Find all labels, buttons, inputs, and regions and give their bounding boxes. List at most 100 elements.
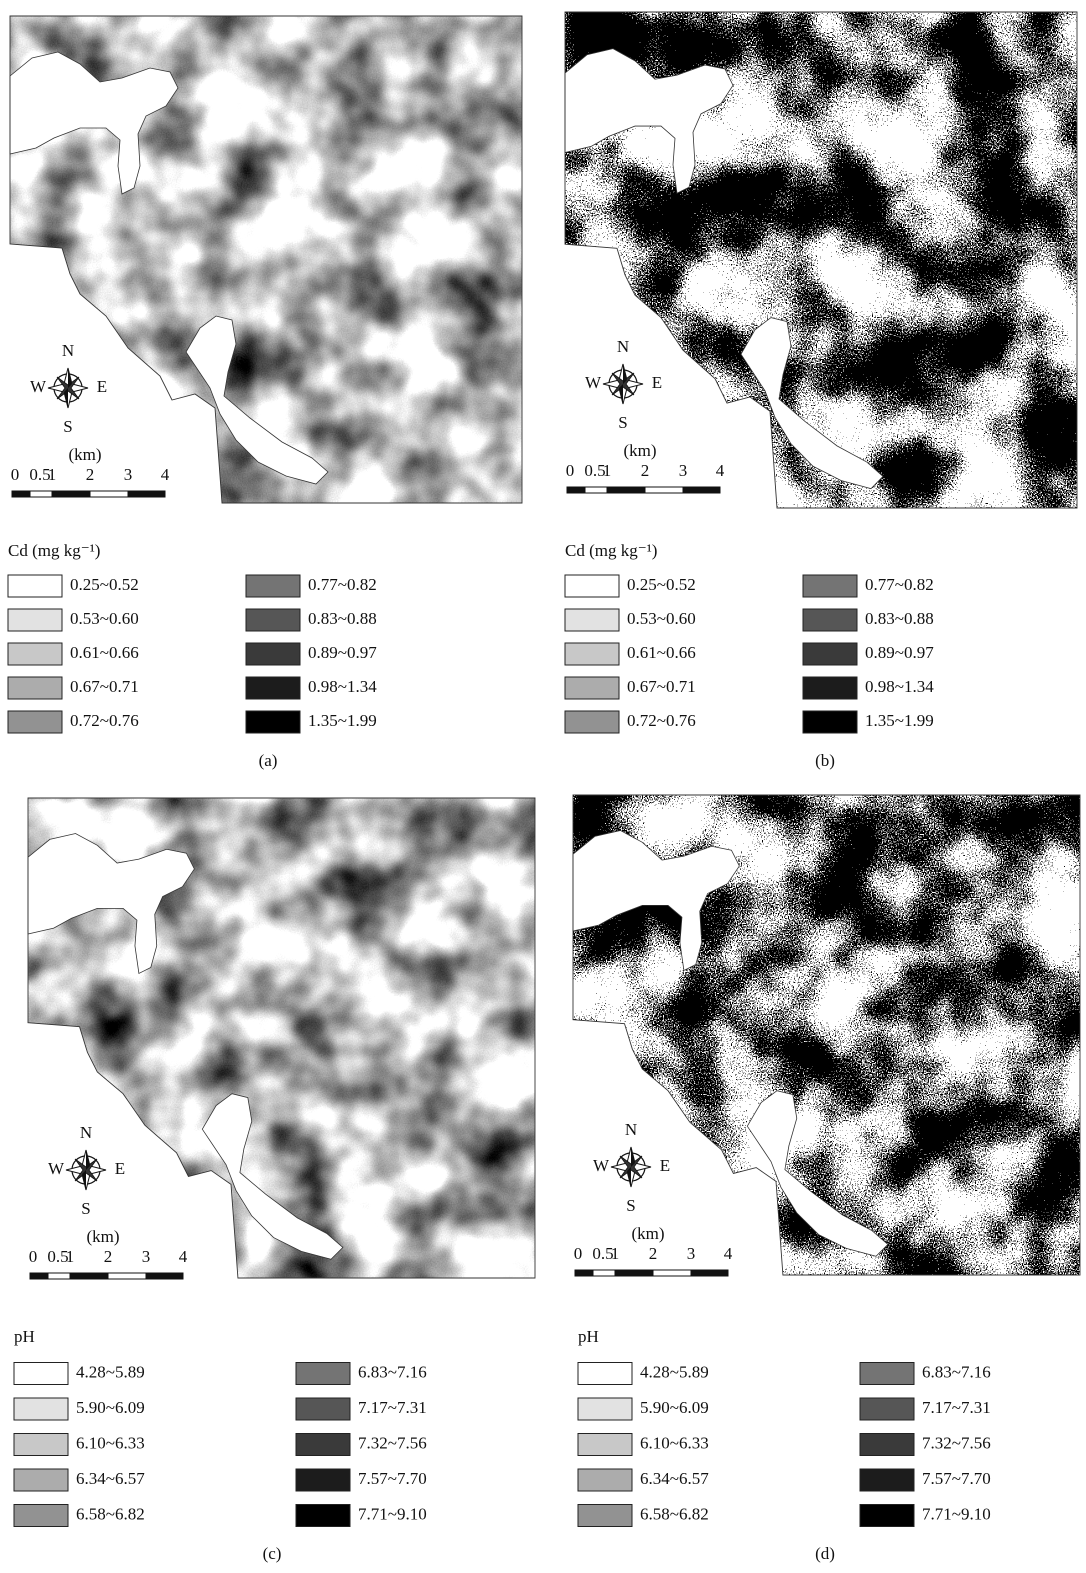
legend-label: 6.83~7.16: [922, 1362, 991, 1381]
scale-segment: [567, 487, 585, 493]
compass-west: W: [48, 1159, 65, 1178]
figure: NSWE(km)00.51234Cd (mg kg⁻¹)0.25~0.520.5…: [0, 0, 1086, 1573]
scale-segment: [691, 1270, 728, 1276]
scale-segment: [48, 1273, 70, 1279]
legend-swatch: [8, 677, 62, 699]
scale-bar: (km)00.51234: [566, 441, 725, 493]
legend-label: 0.98~1.34: [308, 677, 377, 696]
legend-swatch: [565, 575, 619, 597]
legend-swatch: [860, 1398, 914, 1420]
scale-bar: (km)00.51234: [574, 1224, 733, 1276]
legend-label: 6.58~6.82: [76, 1504, 145, 1523]
scale-tick-label: 3: [124, 465, 133, 484]
legend-label: 6.10~6.33: [76, 1433, 145, 1452]
panel: NSWE(km)00.51234pH4.28~5.895.90~6.096.10…: [14, 798, 535, 1563]
compass-east: E: [97, 377, 107, 396]
legend: pH4.28~5.895.90~6.096.10~6.336.34~6.576.…: [14, 1327, 427, 1527]
scale-segment: [615, 1270, 653, 1276]
legend-swatch: [296, 1363, 350, 1385]
legend-swatch: [578, 1398, 632, 1420]
legend-swatch: [246, 643, 300, 665]
legend-title: Cd (mg kg⁻¹): [565, 541, 657, 560]
compass-north: N: [80, 1123, 92, 1142]
legend-swatch: [14, 1505, 68, 1527]
scale-tick-label: 2: [104, 1247, 113, 1266]
scale-tick-label: 0: [11, 465, 20, 484]
panel-label: (b): [815, 751, 835, 770]
panel-label: (a): [259, 751, 278, 770]
scale-segment: [30, 491, 52, 497]
legend-swatch: [860, 1505, 914, 1527]
scale-tick-label: 1: [603, 461, 612, 480]
compass: NSWE: [593, 1120, 670, 1215]
legend-label: 5.90~6.09: [640, 1398, 709, 1417]
legend-swatch: [803, 643, 857, 665]
legend-label: 1.35~1.99: [865, 711, 934, 730]
scale-unit: (km): [68, 445, 101, 464]
legend-swatch: [803, 711, 857, 733]
scale-tick-label: 0: [566, 461, 575, 480]
legend-label: 0.83~0.88: [308, 609, 377, 628]
legend-swatch: [246, 575, 300, 597]
legend-swatch: [578, 1434, 632, 1456]
legend-swatch: [578, 1505, 632, 1527]
compass-south: S: [626, 1196, 635, 1215]
scale-unit: (km): [631, 1224, 664, 1243]
compass: NSWE: [585, 337, 662, 432]
compass-north: N: [617, 337, 629, 356]
legend-label: 0.67~0.71: [627, 677, 696, 696]
legend-swatch: [296, 1398, 350, 1420]
legend-swatch: [860, 1363, 914, 1385]
legend-label: 7.32~7.56: [358, 1433, 427, 1452]
scale-segment: [128, 491, 165, 497]
legend-swatch: [14, 1469, 68, 1491]
legend-swatch: [565, 643, 619, 665]
legend-label: 4.28~5.89: [76, 1362, 145, 1381]
compass: NSWE: [30, 341, 107, 436]
legend-swatch: [803, 609, 857, 631]
legend-label: 0.98~1.34: [865, 677, 934, 696]
legend-label: 0.67~0.71: [70, 677, 139, 696]
scale-tick-label: 0: [29, 1247, 38, 1266]
scale-unit: (km): [623, 441, 656, 460]
scale-tick-label: 2: [649, 1244, 658, 1263]
legend-swatch: [860, 1469, 914, 1491]
compass-west: W: [593, 1156, 610, 1175]
compass-east: E: [652, 373, 662, 392]
scale-tick-label: 4: [161, 465, 170, 484]
map: [10, 16, 522, 503]
legend-swatch: [296, 1434, 350, 1456]
legend-swatch: [296, 1505, 350, 1527]
scale-tick-label: 1: [48, 465, 57, 484]
legend-label: 4.28~5.89: [640, 1362, 709, 1381]
scale-segment: [108, 1273, 146, 1279]
scale-segment: [607, 487, 645, 493]
scale-segment: [90, 491, 128, 497]
scale-segment: [593, 1270, 615, 1276]
legend-swatch: [578, 1469, 632, 1491]
legend-label: 0.89~0.97: [308, 643, 377, 662]
scale-segment: [683, 487, 720, 493]
legend-label: 0.25~0.52: [70, 575, 139, 594]
scale-tick-label: 3: [687, 1244, 696, 1263]
compass: NSWE: [48, 1123, 125, 1218]
scale-segment: [575, 1270, 593, 1276]
scale-tick-label: 4: [724, 1244, 733, 1263]
compass-west: W: [585, 373, 602, 392]
legend-swatch: [565, 711, 619, 733]
legend-label: 0.25~0.52: [627, 575, 696, 594]
legend-label: 7.71~9.10: [358, 1504, 427, 1523]
legend: Cd (mg kg⁻¹)0.25~0.520.53~0.600.61~0.660…: [565, 541, 934, 733]
legend-label: 0.72~0.76: [70, 711, 139, 730]
legend-swatch: [8, 643, 62, 665]
scale-tick-label: 1: [611, 1244, 620, 1263]
scale-tick-label: 3: [679, 461, 688, 480]
legend-title: pH: [578, 1327, 599, 1346]
panel-label: (c): [263, 1544, 282, 1563]
legend-label: 0.61~0.66: [70, 643, 139, 662]
compass-south: S: [81, 1199, 90, 1218]
legend-swatch: [803, 575, 857, 597]
legend-label: 0.72~0.76: [627, 711, 696, 730]
legend-swatch: [578, 1363, 632, 1385]
legend-label: 6.34~6.57: [76, 1469, 145, 1488]
